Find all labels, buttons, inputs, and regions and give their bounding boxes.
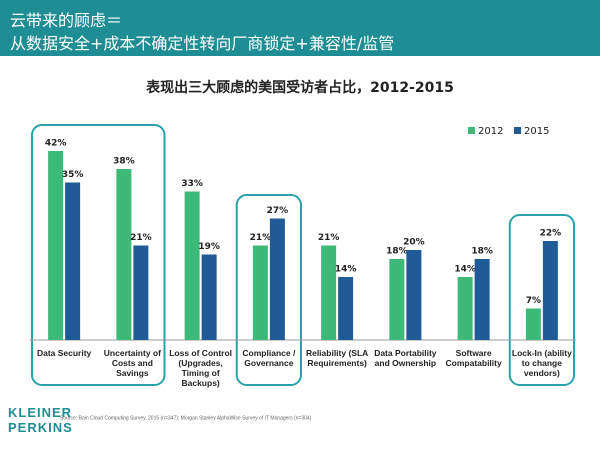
x-tick-label: Software Compatability	[445, 348, 502, 368]
bar	[457, 277, 473, 340]
legend-swatch	[514, 127, 521, 134]
bar	[542, 241, 558, 340]
bar	[184, 191, 200, 340]
bar	[116, 169, 132, 340]
bar	[525, 308, 541, 340]
value-label: 21%	[318, 233, 340, 243]
value-label: 19%	[198, 242, 220, 252]
value-label: 35%	[62, 170, 84, 180]
bar	[338, 277, 354, 340]
x-tick-label: Loss of Control (Upgrades, Timing of Bac…	[169, 348, 233, 388]
value-label: 14%	[335, 265, 357, 275]
bar	[133, 245, 149, 340]
value-label: 20%	[403, 238, 425, 248]
legend-swatch	[468, 127, 475, 134]
heading-line: 云带来的顾虑＝	[10, 11, 123, 30]
bar	[252, 245, 268, 340]
header: 云带来的顾虑＝ 从数据安全+成本不确定性转向厂商锁定+兼容性/监管	[0, 0, 600, 56]
bar	[48, 151, 64, 340]
value-label: 18%	[386, 247, 408, 257]
heading-line: 从数据安全+成本不确定性转向厂商锁定+兼容性/监管	[10, 34, 395, 53]
x-tick-label: Reliability (SLA Requirements)	[305, 348, 369, 368]
x-tick-label: Lock-In (ability to change vendors)	[511, 348, 572, 378]
x-tick-label: Data Portability and Ownership	[374, 348, 437, 368]
value-label: 22%	[540, 229, 562, 239]
bar	[65, 182, 81, 340]
value-label: 21%	[250, 233, 272, 243]
x-tick-label: Data Security	[36, 348, 92, 358]
value-label: 7%	[526, 296, 541, 306]
bar	[406, 250, 422, 340]
x-tick-label: Uncertainty of Costs and Savings	[103, 348, 161, 378]
value-label: 14%	[454, 265, 476, 275]
value-label: 18%	[471, 247, 493, 257]
highlight-box	[31, 124, 166, 386]
chart-title: 表现出三大顾虑的美国受访者占比，2012-2015	[145, 79, 454, 96]
highlight-box	[508, 214, 575, 386]
value-label: 38%	[113, 157, 135, 167]
logo-line: PERKINS	[8, 420, 73, 435]
legend-label: 2015	[524, 126, 549, 137]
value-label: 42%	[45, 139, 67, 149]
highlight-box	[235, 194, 302, 386]
value-label: 27%	[267, 206, 289, 216]
logo-line: KLEINER	[8, 405, 73, 420]
bar	[321, 245, 337, 340]
value-label: 21%	[130, 233, 152, 243]
bar	[269, 218, 285, 340]
x-tick-label: Compliance / Governance	[242, 348, 296, 368]
value-label: 33%	[181, 179, 203, 189]
legend-label: 2012	[478, 126, 503, 137]
bar	[389, 259, 405, 340]
source-note: Source: Bain Cloud Computing Survey, 201…	[60, 415, 312, 421]
bar	[474, 259, 490, 340]
bar	[201, 254, 217, 340]
